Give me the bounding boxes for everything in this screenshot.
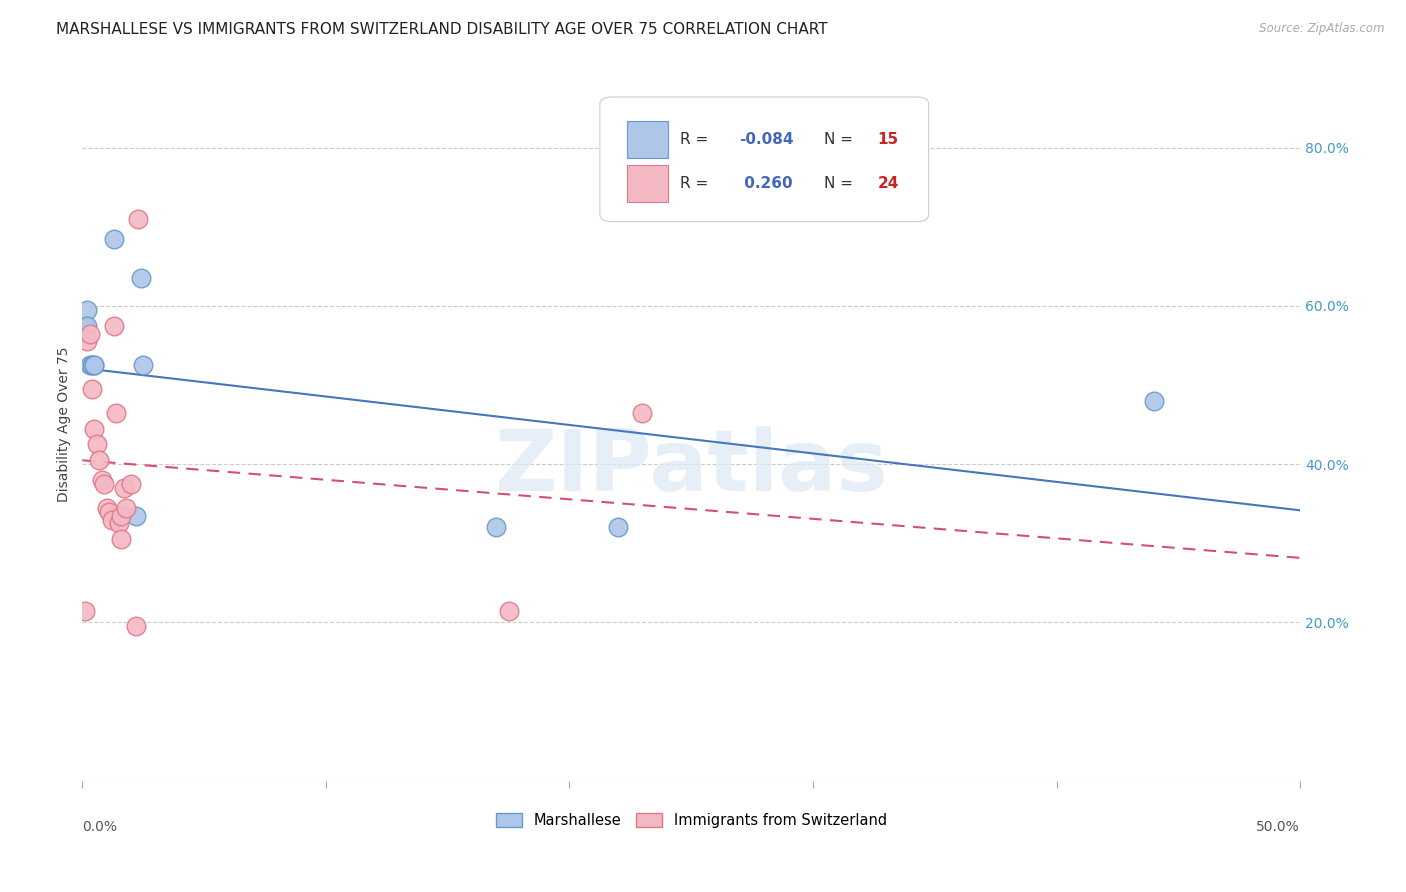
Point: [103, 318, 125, 333]
Text: 0.0%: 0.0%: [83, 820, 117, 834]
Text: N =: N =: [824, 176, 858, 191]
Point: [120, 477, 142, 491]
Point: [607, 520, 630, 534]
Point: [79, 358, 101, 372]
Point: [132, 358, 155, 372]
Point: [110, 533, 132, 547]
Point: [129, 271, 152, 285]
FancyBboxPatch shape: [600, 97, 928, 221]
Point: [96, 500, 118, 515]
Point: [631, 406, 654, 420]
Point: [112, 481, 135, 495]
FancyBboxPatch shape: [627, 121, 668, 158]
Point: [76, 334, 98, 349]
Point: [103, 232, 125, 246]
Point: [73, 603, 96, 617]
Point: [83, 358, 105, 372]
Point: [89, 453, 111, 467]
Point: [90, 473, 112, 487]
Point: [80, 382, 103, 396]
Point: [110, 508, 132, 523]
Point: [76, 318, 98, 333]
Point: [105, 508, 128, 523]
Point: [83, 358, 105, 372]
Point: [93, 477, 115, 491]
Text: 15: 15: [877, 132, 898, 147]
Point: [83, 421, 105, 435]
Legend: Marshallese, Immigrants from Switzerland: Marshallese, Immigrants from Switzerland: [489, 807, 893, 834]
Text: R =: R =: [681, 132, 713, 147]
Text: Source: ZipAtlas.com: Source: ZipAtlas.com: [1260, 22, 1385, 36]
Point: [98, 505, 121, 519]
Point: [73, 318, 96, 333]
Text: 50.0%: 50.0%: [1257, 820, 1301, 834]
Point: [86, 437, 108, 451]
Point: [76, 302, 98, 317]
Point: [105, 406, 128, 420]
Point: [485, 520, 508, 534]
Text: N =: N =: [824, 132, 858, 147]
Point: [125, 508, 148, 523]
Point: [127, 211, 149, 226]
Point: [108, 516, 131, 531]
FancyBboxPatch shape: [627, 165, 668, 202]
Point: [498, 603, 520, 617]
Text: 24: 24: [877, 176, 898, 191]
Y-axis label: Disability Age Over 75: Disability Age Over 75: [58, 347, 72, 502]
Text: R =: R =: [681, 176, 713, 191]
Text: MARSHALLESE VS IMMIGRANTS FROM SWITZERLAND DISABILITY AGE OVER 75 CORRELATION CH: MARSHALLESE VS IMMIGRANTS FROM SWITZERLA…: [56, 22, 828, 37]
Point: [79, 326, 101, 341]
Point: [1143, 393, 1166, 408]
Text: -0.084: -0.084: [738, 132, 793, 147]
Point: [125, 619, 148, 633]
Text: 0.260: 0.260: [738, 176, 793, 191]
Point: [115, 500, 138, 515]
Point: [100, 512, 122, 526]
Point: [80, 358, 103, 372]
Text: ZIPatlas: ZIPatlas: [495, 425, 889, 508]
